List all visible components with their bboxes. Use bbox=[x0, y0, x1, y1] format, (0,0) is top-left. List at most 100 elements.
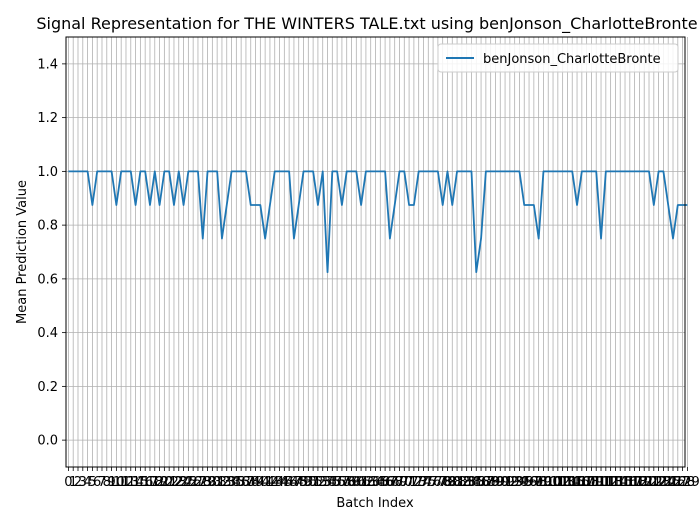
x-tick-label: 5 bbox=[88, 475, 96, 490]
x-tick-label: 44 bbox=[271, 475, 288, 490]
y-tick-label: 1.2 bbox=[37, 111, 58, 126]
x-tick-label: 85 bbox=[468, 475, 485, 490]
x-tick-label: 105 bbox=[560, 475, 585, 490]
x-tick-label: 124 bbox=[651, 475, 676, 490]
x-tick-label: 40 bbox=[252, 475, 269, 490]
x-tick-label: 45 bbox=[276, 475, 293, 490]
x-tick-label: 2 bbox=[74, 475, 82, 490]
x-tick-label: 116 bbox=[613, 475, 638, 490]
x-tick-label: 82 bbox=[454, 475, 471, 490]
x-tick-label: 19 bbox=[151, 475, 168, 490]
x-tick-label: 37 bbox=[238, 475, 255, 490]
x-tick-label: 57 bbox=[334, 475, 351, 490]
plot-area bbox=[65, 36, 688, 468]
x-tick-label: 52 bbox=[310, 475, 327, 490]
x-tick-label: 3 bbox=[79, 475, 87, 490]
y-tick-label: 0.8 bbox=[37, 219, 58, 234]
x-axis: 0123456789101112131415161718192021222324… bbox=[64, 467, 700, 490]
x-tick-label: 55 bbox=[324, 475, 341, 490]
x-tick-label: 101 bbox=[541, 475, 566, 490]
x-tick-label: 91 bbox=[497, 475, 514, 490]
x-tick-label: 74 bbox=[415, 475, 432, 490]
x-tick-label: 22 bbox=[166, 475, 183, 490]
x-tick-label: 64 bbox=[367, 475, 384, 490]
x-tick-label: 62 bbox=[358, 475, 375, 490]
x-tick-label: 13 bbox=[123, 475, 140, 490]
x-tick-label: 94 bbox=[511, 475, 528, 490]
y-tick-label: 1.4 bbox=[37, 57, 58, 72]
x-tick-label: 121 bbox=[637, 475, 662, 490]
x-tick-label: 68 bbox=[386, 475, 403, 490]
x-tick-label: 96 bbox=[521, 475, 538, 490]
x-tick-label: 56 bbox=[329, 475, 346, 490]
x-tick-label: 27 bbox=[190, 475, 207, 490]
x-tick-label: 80 bbox=[444, 475, 461, 490]
series-line-0 bbox=[68, 170, 688, 274]
x-tick-label: 72 bbox=[406, 475, 423, 490]
x-tick-label: 71 bbox=[401, 475, 418, 490]
x-tick-label: 90 bbox=[492, 475, 509, 490]
x-tick-label: 34 bbox=[223, 475, 240, 490]
x-tick-label: 42 bbox=[262, 475, 279, 490]
x-tick-label: 36 bbox=[233, 475, 250, 490]
x-tick-label: 117 bbox=[617, 475, 642, 490]
x-tick-label: 60 bbox=[348, 475, 365, 490]
x-tick-label: 120 bbox=[632, 475, 657, 490]
x-tick-label: 48 bbox=[290, 475, 307, 490]
x-tick-label: 53 bbox=[314, 475, 331, 490]
series-group bbox=[68, 170, 688, 274]
x-tick-label: 125 bbox=[656, 475, 681, 490]
x-tick-label: 103 bbox=[550, 475, 575, 490]
x-tick-label: 76 bbox=[425, 475, 442, 490]
x-tick-label: 8 bbox=[103, 475, 111, 490]
legend: benJonson_CharlotteBronte bbox=[437, 43, 679, 73]
x-tick-label: 84 bbox=[463, 475, 480, 490]
x-tick-label: 12 bbox=[118, 475, 135, 490]
x-tick-label: 30 bbox=[204, 475, 221, 490]
x-tick-label: 92 bbox=[502, 475, 519, 490]
y-tick-label: 0.2 bbox=[37, 380, 58, 395]
x-tick-label: 115 bbox=[608, 475, 633, 490]
x-tick-label: 49 bbox=[295, 475, 312, 490]
x-tick-label: 114 bbox=[603, 475, 628, 490]
x-tick-label: 79 bbox=[439, 475, 456, 490]
x-tick-label: 73 bbox=[410, 475, 427, 490]
x-tick-label: 14 bbox=[127, 475, 144, 490]
x-tick-label: 65 bbox=[372, 475, 389, 490]
legend-box bbox=[437, 43, 679, 73]
x-tick-label: 113 bbox=[598, 475, 623, 490]
x-tick-label: 41 bbox=[257, 475, 274, 490]
x-tick-label: 104 bbox=[555, 475, 580, 490]
x-tick-label: 128 bbox=[670, 475, 695, 490]
x-tick-label: 35 bbox=[228, 475, 245, 490]
x-tick-label: 63 bbox=[362, 475, 379, 490]
x-tick-label: 11 bbox=[113, 475, 130, 490]
y-axis: 0.0 0.2 0.4 0.6 0.8 1.0 1.2 1.4 bbox=[37, 57, 66, 449]
x-tick-label: 95 bbox=[516, 475, 533, 490]
x-tick-label: 1 bbox=[69, 475, 77, 490]
x-tick-label: 127 bbox=[665, 475, 690, 490]
x-tick-label: 17 bbox=[142, 475, 159, 490]
x-axis-label: Batch Index bbox=[336, 496, 414, 511]
x-tick-label: 16 bbox=[137, 475, 154, 490]
x-tick-label: 6 bbox=[93, 475, 101, 490]
y-tick-label: 1.0 bbox=[37, 165, 58, 180]
x-tick-label: 38 bbox=[242, 475, 259, 490]
x-tick-label: 98 bbox=[530, 475, 547, 490]
x-tick-label: 129 bbox=[675, 475, 700, 490]
x-tick-label: 32 bbox=[214, 475, 231, 490]
x-tick-label: 107 bbox=[569, 475, 594, 490]
x-tick-label: 123 bbox=[646, 475, 671, 490]
x-tick-label: 66 bbox=[377, 475, 394, 490]
x-tick-label: 126 bbox=[661, 475, 686, 490]
x-tick-label: 100 bbox=[536, 475, 561, 490]
x-tick-label: 33 bbox=[218, 475, 235, 490]
x-tick-label: 111 bbox=[589, 475, 614, 490]
x-tick-label: 47 bbox=[286, 475, 303, 490]
x-tick-label: 20 bbox=[156, 475, 173, 490]
x-tick-label: 61 bbox=[353, 475, 370, 490]
x-tick-label: 31 bbox=[209, 475, 226, 490]
x-tick-label: 93 bbox=[506, 475, 523, 490]
x-tick-label: 0 bbox=[64, 475, 72, 490]
